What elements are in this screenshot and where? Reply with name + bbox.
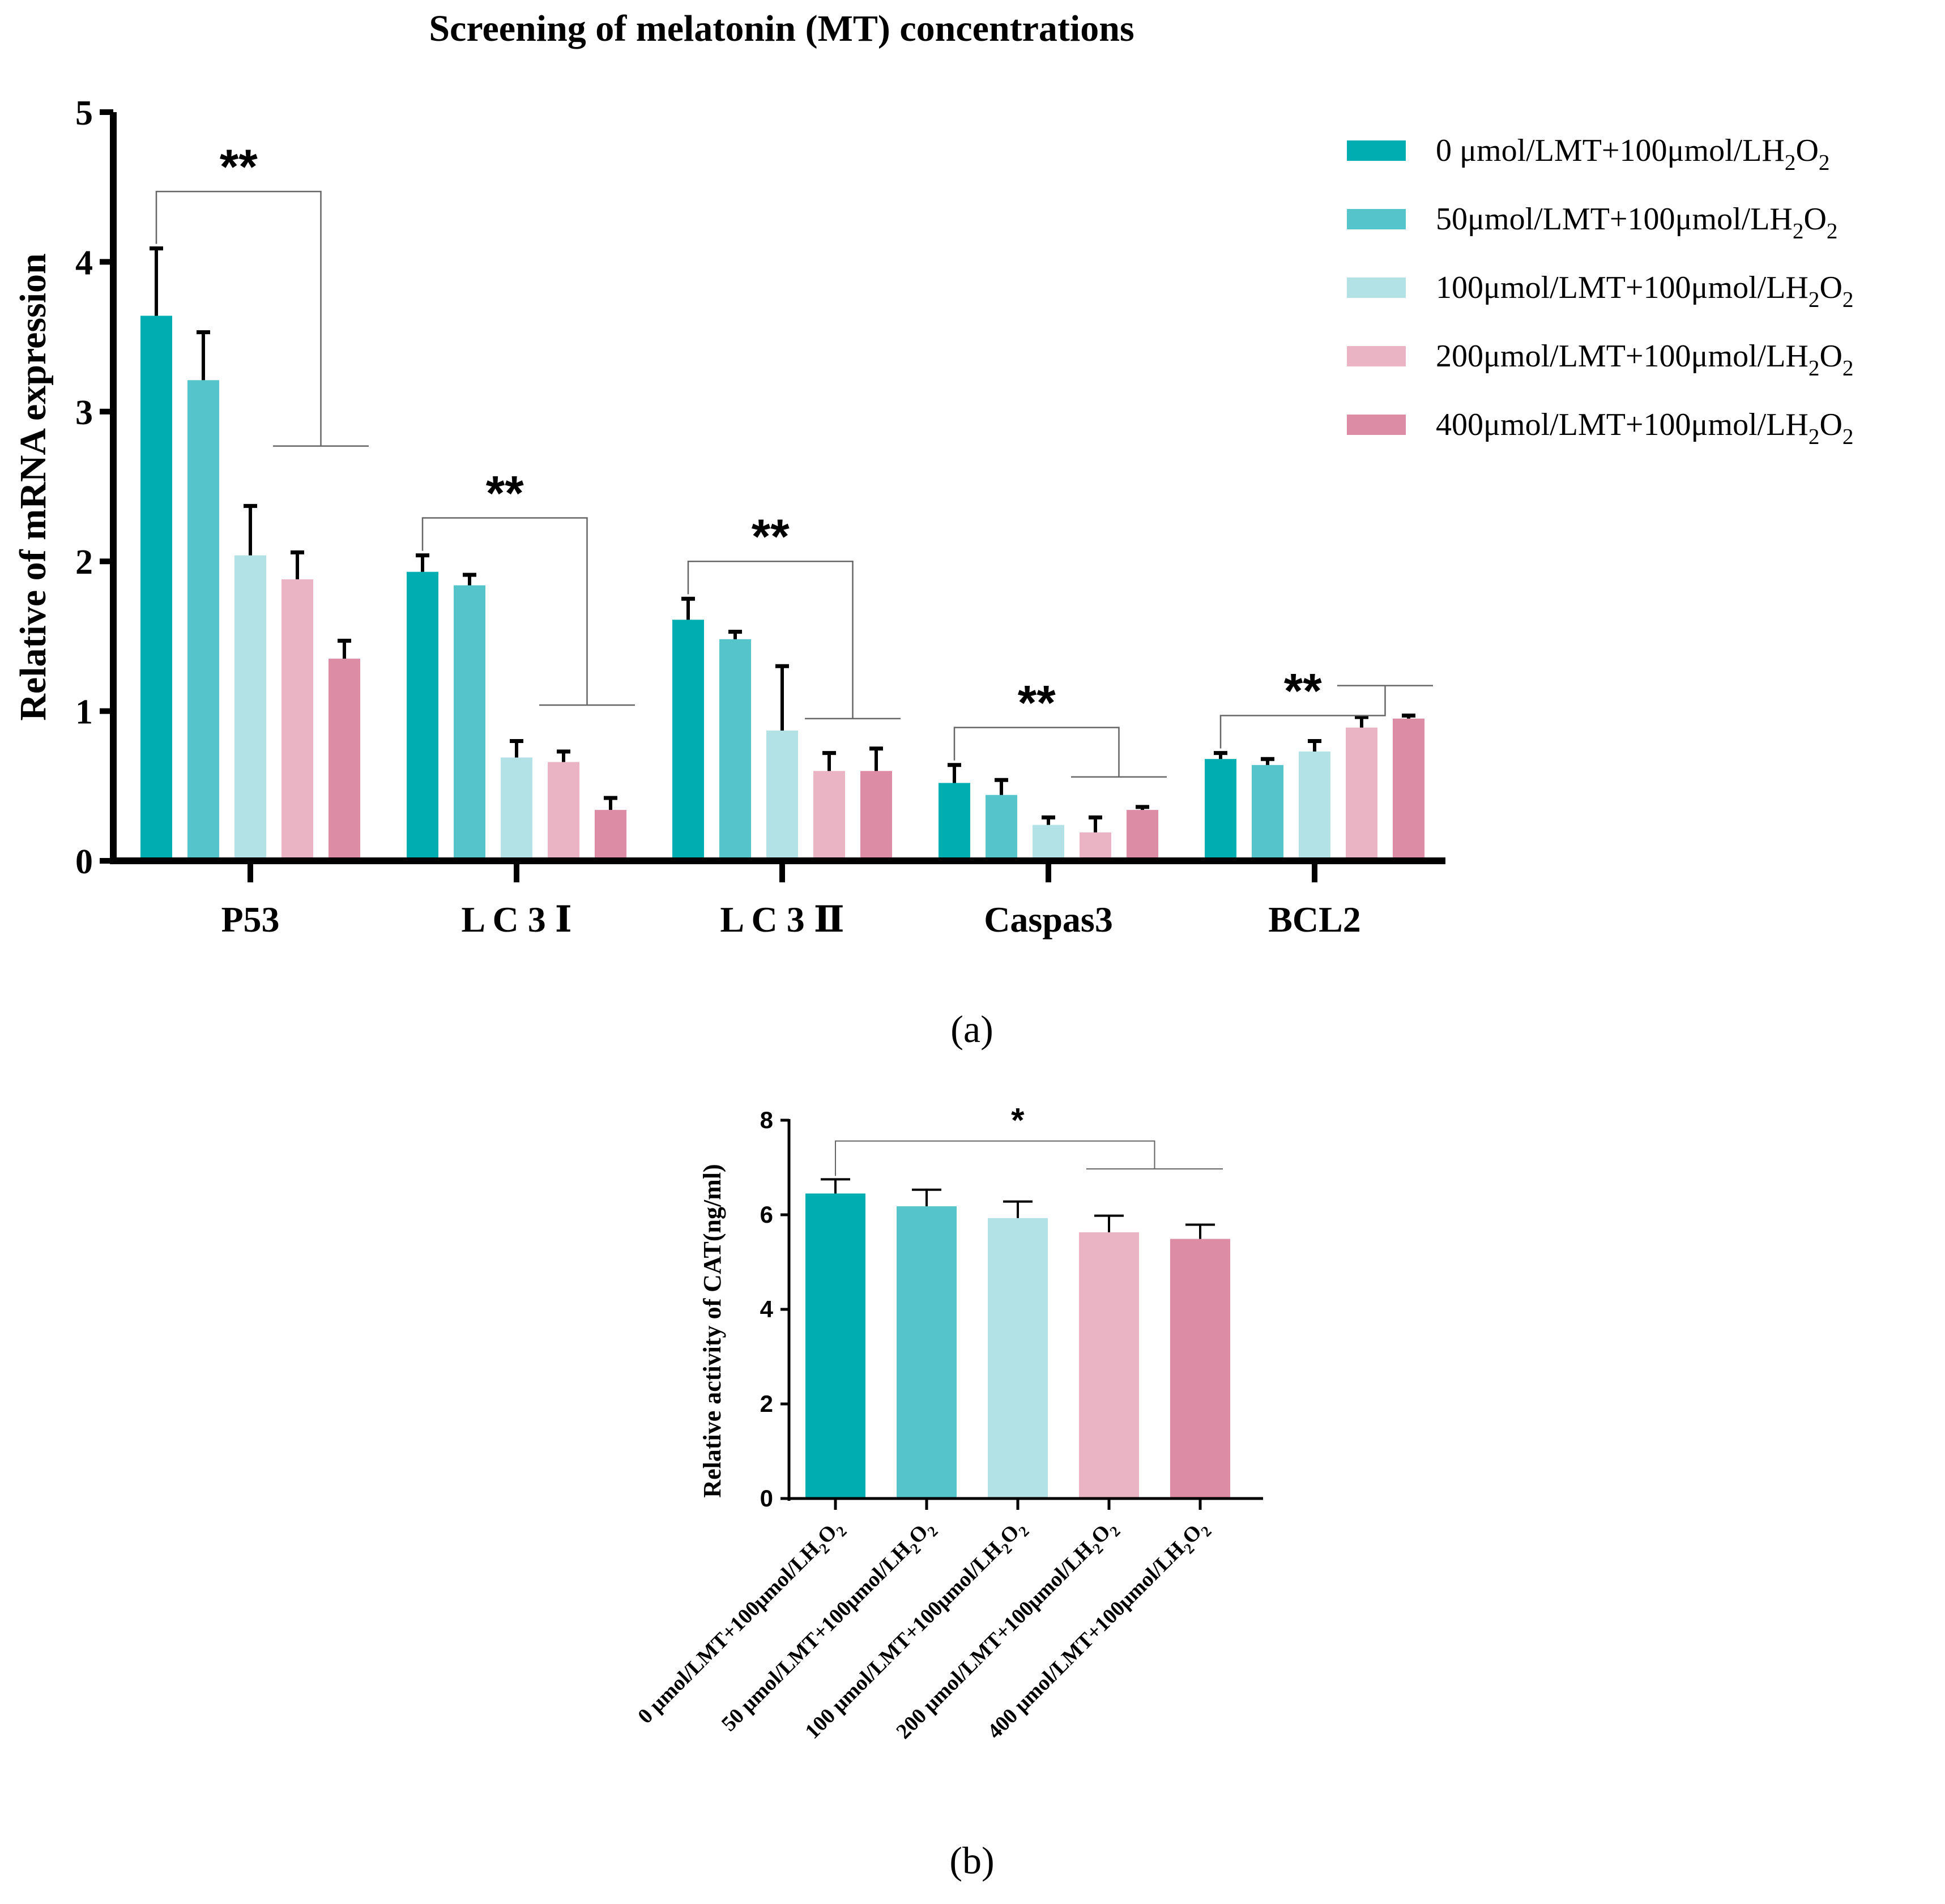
chart-b-ylabel: Relative activity of CAT(ng/ml): [698, 1164, 726, 1497]
bar-b-0: [805, 1193, 865, 1499]
bar-a-LC3Ⅰ-s3: [548, 762, 579, 861]
bar-a-P53-s1: [187, 380, 219, 861]
significance-star: *: [1011, 1102, 1025, 1139]
bar-a-LC3Ⅰ-s1: [454, 585, 485, 861]
bar-a-LC3Ⅱ-s3: [813, 771, 845, 861]
y-tick-label: 1: [75, 693, 93, 732]
chart-a-y-ticks: 0 1 2 3 4 5: [75, 94, 113, 881]
chart-a-x-ticks: P53 L C 3 Ⅰ L C 3 Ⅱ Caspas3 BCL2: [221, 861, 1361, 940]
bar-a-BCL2-s2: [1299, 751, 1330, 861]
y-tick-label: 3: [75, 394, 93, 432]
bar-b-4: [1170, 1239, 1230, 1499]
significance-bracket: [835, 1140, 1155, 1176]
chart-a-panel-label: (a): [950, 1008, 993, 1051]
bar-b-2: [988, 1218, 1048, 1499]
y-tick-label: 0: [75, 843, 93, 881]
chart-b-y-ticks: 0 2 4 6 8: [760, 1107, 789, 1512]
bar-b-3: [1079, 1232, 1139, 1499]
legend-swatch: [1347, 278, 1406, 298]
y-tick-label: 0: [760, 1485, 773, 1512]
chart-a: Screening of melatonin (MT) concentratio…: [12, 8, 1853, 1051]
bar-a-P53-s3: [281, 579, 313, 861]
bar-a-P53-s4: [329, 659, 360, 861]
legend-swatch: [1347, 415, 1406, 435]
bar-a-LC3Ⅱ-s2: [766, 730, 798, 861]
x-tick-label: L C 3 Ⅰ: [461, 899, 571, 940]
significance-bracket: [953, 727, 1120, 777]
chart-a-bars: [140, 315, 1424, 861]
legend-swatch: [1347, 209, 1406, 229]
legend-label: 400μmol/LMT+100μmol/LH2O2: [1436, 407, 1853, 449]
bar-a-Caspas3-s2: [1033, 825, 1064, 861]
bar-a-BCL2-s1: [1252, 765, 1283, 861]
legend-label: 50μmol/LMT+100μmol/LH2O2: [1436, 202, 1837, 244]
y-tick-label: 2: [760, 1390, 773, 1417]
significance-stars: **: [1018, 676, 1056, 731]
significance-bracket: [155, 190, 322, 446]
x-tick-label: BCL2: [1268, 899, 1361, 940]
bar-a-LC3Ⅰ-s2: [501, 757, 532, 861]
bar-a-P53-s0: [140, 315, 172, 861]
chart-b-panel-label: (b): [949, 1839, 994, 1882]
y-tick-label: 2: [75, 543, 93, 582]
chart-a-legend: 0 μmol/LMT+100μmol/LH2O2 50μmol/LMT+100μm…: [1347, 133, 1853, 449]
significance-stars: **: [752, 510, 790, 564]
bar-a-Caspas3-s4: [1127, 810, 1158, 861]
chart-a-ylabel: Relative of mRNA expression: [12, 253, 54, 721]
chart-b-error-bars: [821, 1178, 1215, 1239]
bar-a-LC3Ⅰ-s4: [595, 810, 626, 861]
bar-a-Caspas3-s1: [986, 795, 1017, 861]
significance-stars: **: [486, 467, 524, 521]
y-tick-label: 4: [75, 244, 93, 282]
legend-label: 100μmol/LMT+100μmol/LH2O2: [1436, 270, 1853, 312]
bar-a-BCL2-s3: [1346, 727, 1377, 861]
y-tick-label: 4: [760, 1296, 774, 1322]
bar-a-BCL2-s0: [1205, 759, 1236, 861]
chart-a-title: Screening of melatonin (MT) concentratio…: [429, 8, 1134, 49]
y-tick-label: 8: [760, 1107, 773, 1133]
bar-a-BCL2-s4: [1393, 718, 1424, 861]
x-tick-label: Caspas3: [984, 899, 1113, 940]
legend-label: 200μmol/LMT+100μmol/LH2O2: [1436, 339, 1853, 381]
chart-a-error-bars: [150, 246, 1415, 833]
significance-bracket: [1219, 685, 1386, 749]
bar-a-LC3Ⅱ-s4: [860, 771, 892, 861]
y-tick-label: 6: [760, 1201, 773, 1228]
legend-swatch: [1347, 140, 1406, 161]
bar-a-LC3Ⅱ-s1: [719, 639, 751, 861]
significance-bracket: [687, 560, 854, 719]
chart-b-significance: *: [835, 1102, 1223, 1176]
legend-swatch: [1347, 346, 1406, 366]
chart-b-bars: [805, 1193, 1230, 1499]
bar-a-Caspas3-s3: [1080, 832, 1111, 861]
bar-a-LC3Ⅱ-s0: [672, 620, 704, 861]
significance-stars: **: [1284, 664, 1322, 719]
bar-a-LC3Ⅰ-s0: [407, 571, 438, 861]
legend-label: 0 μmol/LMT+100μmol/LH2O2: [1436, 133, 1829, 175]
bar-a-Caspas3-s0: [939, 783, 970, 861]
bar-b-1: [897, 1206, 957, 1499]
x-tick-label: P53: [221, 899, 279, 940]
x-tick-label: L C 3 Ⅱ: [720, 899, 844, 940]
bar-a-P53-s2: [234, 555, 266, 861]
y-tick-label: 5: [75, 94, 93, 133]
chart-a-significance: ** ** ** ** **: [155, 140, 1433, 778]
significance-stars: **: [220, 140, 258, 194]
significance-bracket: [421, 517, 588, 706]
